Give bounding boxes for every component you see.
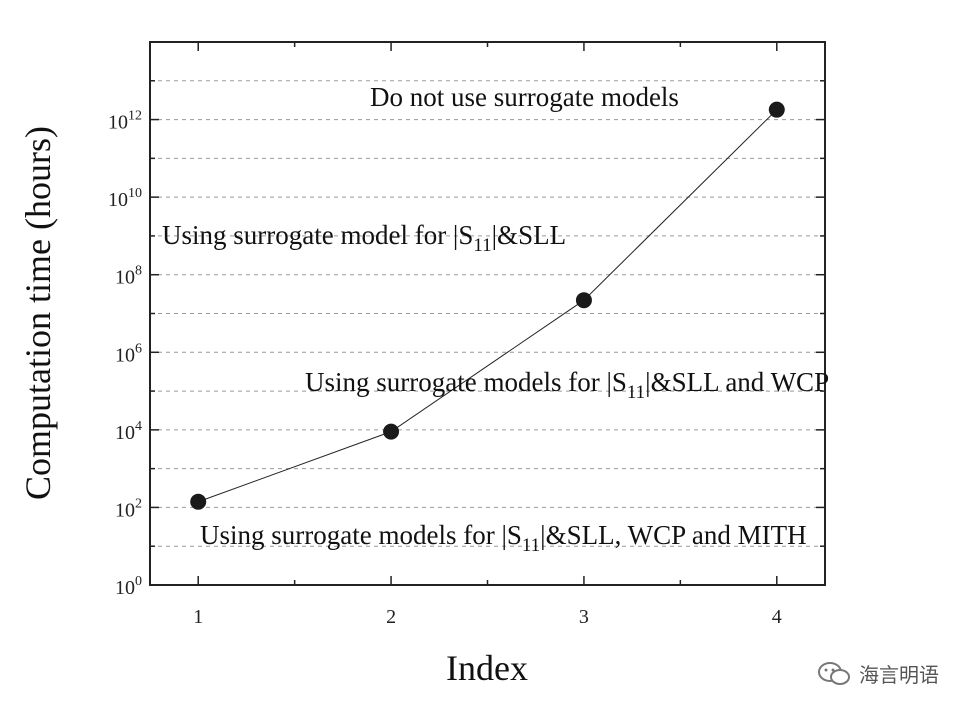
y-tick-label: 102 <box>115 496 142 521</box>
watermark-text: 海言明语 <box>859 663 939 687</box>
series-line <box>198 109 778 503</box>
x-axis-label: Index <box>446 648 528 688</box>
annotations: Do not use surrogate models Using surroga… <box>162 82 829 556</box>
data-point <box>575 292 592 309</box>
annotation-label: Using surrogate models for |S11|&SLL, WC… <box>200 520 807 556</box>
wechat-icon <box>818 661 850 685</box>
y-tick-label: 1010 <box>108 186 142 211</box>
data-points <box>190 101 785 510</box>
axis-ticks <box>150 41 825 586</box>
y-tick-label: 108 <box>115 264 142 289</box>
annotation-label: Using surrogate models for |S11|&SLL and… <box>305 367 829 403</box>
annotation-label: Do not use surrogate models <box>370 82 679 112</box>
y-tick-label: 106 <box>115 341 142 366</box>
x-tick-label: 1 <box>193 606 203 628</box>
x-tick-label: 3 <box>579 606 589 628</box>
x-tick-label: 2 <box>386 606 396 628</box>
watermark: 海言明语 <box>817 659 939 688</box>
grid-lines <box>150 80 825 547</box>
x-tick-labels: 1 2 3 4 <box>193 606 782 628</box>
y-tick-label: 1012 <box>108 109 142 134</box>
data-point <box>768 101 785 118</box>
y-tick-label: 100 <box>115 574 142 599</box>
x-tick-label: 4 <box>772 606 782 628</box>
annotation-label: Using surrogate model for |S11|&SLL <box>162 220 566 256</box>
y-tick-label: 104 <box>115 419 142 444</box>
y-axis-label: Computation time (hours) <box>18 126 58 500</box>
data-point <box>383 423 400 440</box>
data-point <box>190 493 207 510</box>
y-tick-labels: 100 102 104 106 108 1010 1012 <box>108 109 142 599</box>
